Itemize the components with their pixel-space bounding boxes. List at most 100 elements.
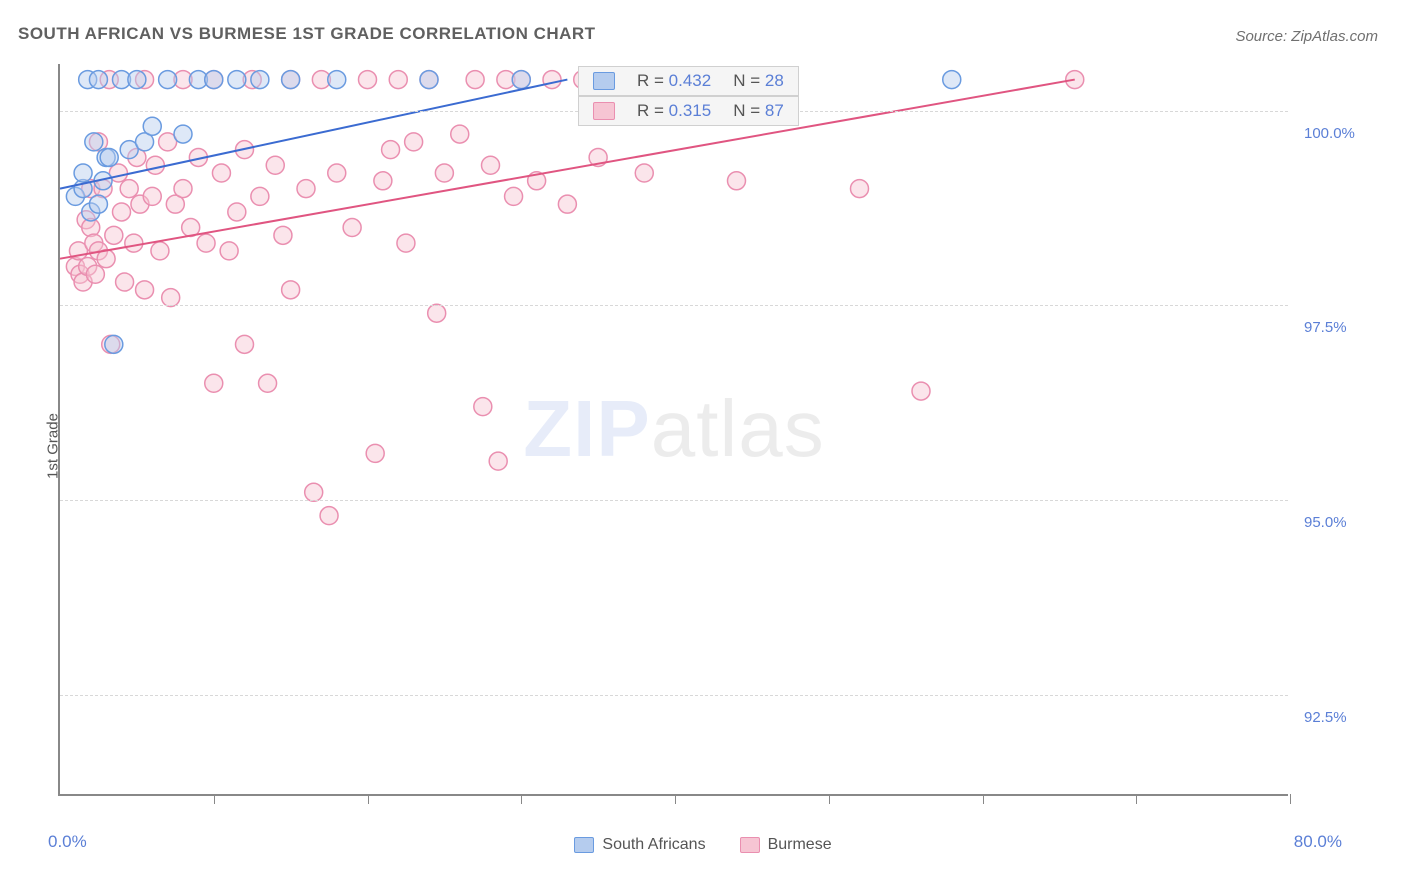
legend-swatch (593, 72, 615, 90)
data-point (143, 117, 161, 135)
data-point (89, 195, 107, 213)
data-point (105, 335, 123, 353)
bottom-legend: South Africans Burmese (0, 836, 1406, 854)
gridline-h (60, 695, 1288, 696)
data-point (116, 273, 134, 291)
data-point (382, 141, 400, 159)
x-tick (675, 794, 676, 804)
y-tick-label: 92.5% (1304, 709, 1347, 726)
legend-item: Burmese (740, 836, 832, 854)
data-point (236, 335, 254, 353)
y-tick-label: 100.0% (1304, 125, 1355, 142)
data-point (220, 242, 238, 260)
data-point (512, 71, 530, 89)
plot-area: ZIPatlas 100.0%97.5%95.0%92.5%R = 0.432N… (58, 64, 1288, 796)
x-tick (983, 794, 984, 804)
legend-stats-row: R = 0.432 N = 28 (578, 66, 799, 96)
legend-item: South Africans (574, 836, 705, 854)
legend-r: R = 0.432 (637, 71, 711, 91)
y-tick-label: 97.5% (1304, 319, 1347, 336)
data-point (266, 156, 284, 174)
data-point (100, 148, 118, 166)
data-point (212, 164, 230, 182)
data-point (146, 156, 164, 174)
data-point (482, 156, 500, 174)
data-point (451, 125, 469, 143)
data-point (466, 71, 484, 89)
chart-title: SOUTH AFRICAN VS BURMESE 1ST GRADE CORRE… (18, 24, 596, 44)
data-point (635, 164, 653, 182)
legend-swatch (574, 837, 594, 853)
data-point (162, 289, 180, 307)
data-point (174, 180, 192, 198)
gridline-h (60, 305, 1288, 306)
data-point (143, 187, 161, 205)
data-point (113, 203, 131, 221)
data-point (205, 71, 223, 89)
data-point (912, 382, 930, 400)
data-point (85, 133, 103, 151)
data-point (228, 71, 246, 89)
y-tick-label: 95.0% (1304, 514, 1347, 531)
data-point (251, 187, 269, 205)
data-point (343, 219, 361, 237)
legend-swatch (740, 837, 760, 853)
data-point (728, 172, 746, 190)
data-point (128, 71, 146, 89)
data-point (197, 234, 215, 252)
legend-label: South Africans (602, 836, 705, 854)
data-point (328, 164, 346, 182)
data-point (86, 265, 104, 283)
data-point (120, 180, 138, 198)
legend-swatch (593, 102, 615, 120)
source-label: Source: ZipAtlas.com (1235, 28, 1378, 45)
legend-r: R = 0.315 (637, 101, 711, 121)
data-point (474, 398, 492, 416)
data-point (259, 374, 277, 392)
x-tick (214, 794, 215, 804)
data-point (274, 226, 292, 244)
data-point (397, 234, 415, 252)
data-point (389, 71, 407, 89)
data-point (489, 452, 507, 470)
data-point (136, 281, 154, 299)
x-tick (521, 794, 522, 804)
data-point (74, 164, 92, 182)
data-point (943, 71, 961, 89)
gridline-h (60, 500, 1288, 501)
data-point (205, 374, 223, 392)
data-point (320, 507, 338, 525)
data-point (505, 187, 523, 205)
data-point (251, 71, 269, 89)
data-point (89, 71, 107, 89)
x-tick (368, 794, 369, 804)
data-point (328, 71, 346, 89)
data-point (543, 71, 561, 89)
x-tick (1136, 794, 1137, 804)
legend-n: N = 87 (733, 101, 784, 121)
data-point (159, 71, 177, 89)
data-point (105, 226, 123, 244)
data-point (282, 71, 300, 89)
data-point (366, 444, 384, 462)
data-point (428, 304, 446, 322)
data-point (851, 180, 869, 198)
x-tick (1290, 794, 1291, 804)
data-point (420, 71, 438, 89)
legend-label: Burmese (768, 836, 832, 854)
data-point (297, 180, 315, 198)
data-point (374, 172, 392, 190)
chart-container: SOUTH AFRICAN VS BURMESE 1ST GRADE CORRE… (0, 0, 1406, 892)
data-point (125, 234, 143, 252)
data-point (174, 125, 192, 143)
data-point (282, 281, 300, 299)
data-point (305, 483, 323, 501)
scatter-plot (60, 64, 1288, 794)
data-point (558, 195, 576, 213)
data-point (151, 242, 169, 260)
data-point (1066, 71, 1084, 89)
data-point (359, 71, 377, 89)
legend-n: N = 28 (733, 71, 784, 91)
data-point (405, 133, 423, 151)
legend-stats-row: R = 0.315 N = 87 (578, 96, 799, 126)
